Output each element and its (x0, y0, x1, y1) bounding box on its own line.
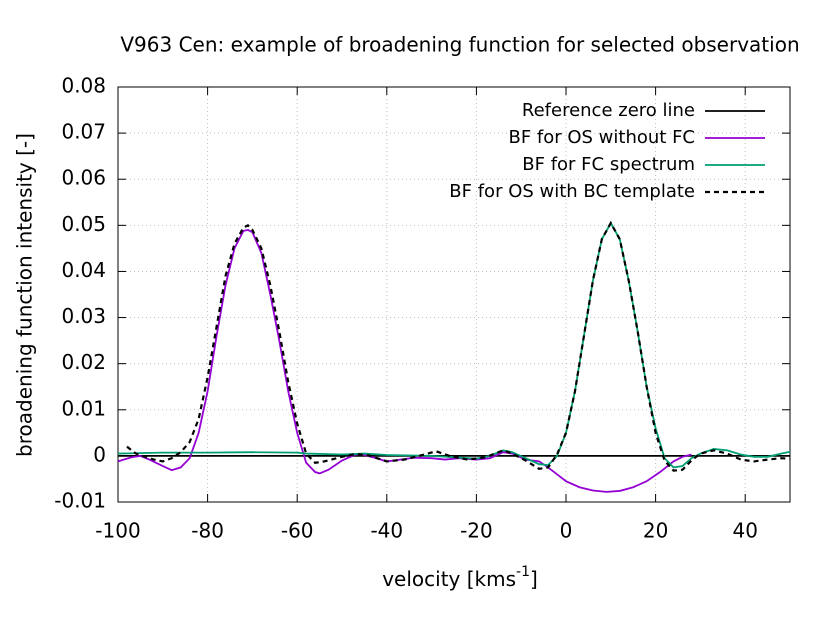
y-tick-label: 0.01 (61, 396, 106, 420)
x-tick-label: -100 (95, 519, 140, 543)
legend-label: BF for FC spectrum (522, 154, 695, 175)
x-axis-label: velocity [kms-1] (382, 564, 538, 591)
chart-title: V963 Cen: example of broadening function… (120, 33, 799, 57)
y-tick-label: -0.01 (54, 489, 106, 513)
y-axis-label: broadening function intensity [-] (13, 133, 37, 457)
y-tick-label: 0.04 (61, 258, 106, 282)
plot-frame (117, 86, 791, 503)
y-tick-label: 0 (93, 442, 106, 466)
legend-label: BF for OS with BC template (449, 181, 695, 202)
y-tick-label: 0.07 (61, 120, 106, 144)
y-tick-label: 0.06 (61, 166, 106, 190)
series-line (126, 220, 791, 472)
legend-label: BF for OS without FC (508, 127, 695, 148)
x-label-text: velocity [kms (382, 567, 516, 591)
x-label-text: ] (530, 567, 538, 591)
series-line (117, 221, 791, 469)
y-tick-label: 0.03 (61, 304, 106, 328)
legend-label: Reference zero line (522, 100, 695, 121)
y-tick-label: 0.08 (61, 74, 106, 98)
x-tick-label: -60 (281, 519, 314, 543)
x-label-superscript: -1 (516, 564, 530, 580)
x-tick-label: 0 (560, 519, 573, 543)
y-tick-label: 0.02 (61, 350, 106, 374)
x-tick-label: 40 (732, 519, 757, 543)
x-tick-label: -20 (460, 519, 493, 543)
x-tick-label: -80 (191, 519, 224, 543)
x-tick-label: -40 (370, 519, 403, 543)
x-tick-label: 20 (643, 519, 668, 543)
y-tick-label: 0.05 (61, 212, 106, 236)
